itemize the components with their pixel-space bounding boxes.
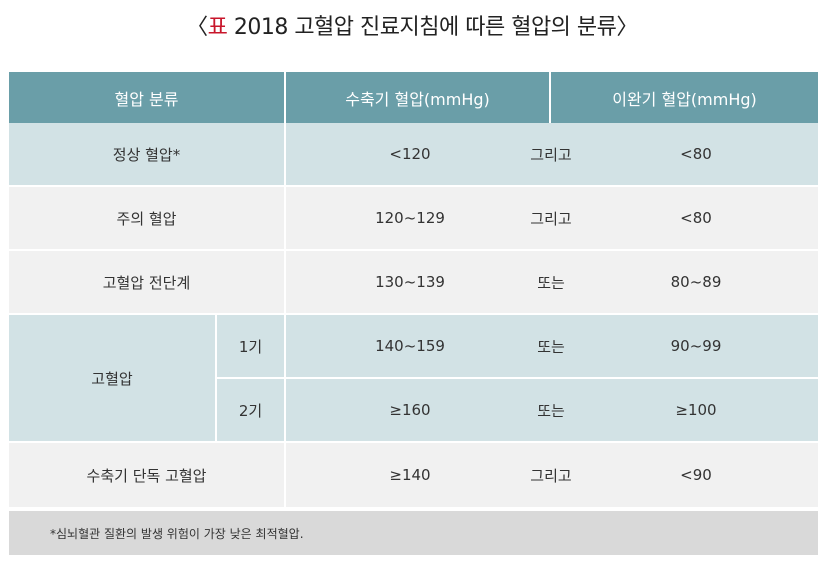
row-logic: 또는 [537, 273, 565, 292]
table-row: 1기 140~159 또는 90~99 [9, 315, 818, 377]
row-systolic: 140~159 [375, 337, 445, 355]
row-category: 주의 혈압 [116, 209, 177, 228]
caption-table-mark: 표 [207, 15, 228, 40]
row-logic: 또는 [537, 401, 565, 420]
row-logic: 그리고 [530, 145, 572, 164]
table-caption: 〈표 2018 고혈압 진료지침에 따른 혈압의 분류〉 [0, 8, 824, 48]
row-category: 고혈압 [91, 369, 133, 388]
row-systolic: ≥140 [389, 466, 431, 484]
table-footnote: *심뇌혈관 질환의 발생 위험이 가장 낮은 최적혈압. [9, 511, 818, 555]
table-header-row: 혈압 분류 수축기 혈압(mmHg) 이완기 혈압(mmHg) [9, 72, 818, 123]
row-logic: 또는 [537, 337, 565, 356]
row-stage: 1기 [238, 337, 263, 356]
column-divider [284, 443, 286, 507]
row-systolic: <120 [389, 145, 431, 163]
row-systolic: 130~139 [375, 273, 445, 291]
table-row: 고혈압 전단계 130~139 또는 80~89 [9, 251, 818, 313]
row-logic: 그리고 [530, 209, 572, 228]
header-systolic: 수축기 혈압(mmHg) [345, 89, 490, 109]
row-stage: 2기 [238, 401, 263, 420]
table-row: 주의 혈압 120~129 그리고 <80 [9, 187, 818, 249]
footnote-text: *심뇌혈관 질환의 발생 위험이 가장 낮은 최적혈압. [50, 526, 304, 541]
caption-open-bracket: 〈 [186, 15, 208, 40]
header-divider [549, 72, 551, 123]
row-diastolic: <80 [680, 145, 712, 163]
row-diastolic: 90~99 [670, 337, 722, 355]
table-row: 정상 혈압* <120 그리고 <80 [9, 123, 818, 185]
header-category: 혈압 분류 [114, 89, 179, 109]
table-row: 2기 ≥160 또는 ≥100 [9, 379, 818, 441]
row-diastolic: ≥100 [675, 401, 717, 419]
row-category: 고혈압 전단계 [102, 273, 191, 292]
hypertension-group: 고혈압 [9, 315, 818, 441]
header-divider [284, 72, 286, 123]
header-diastolic: 이완기 혈압(mmHg) [612, 89, 757, 109]
row-systolic: 120~129 [375, 209, 445, 227]
column-divider [284, 123, 286, 185]
row-divider [217, 377, 818, 379]
row-diastolic: <90 [680, 466, 712, 484]
table-row: 수축기 단독 고혈압 ≥140 그리고 <90 [9, 443, 818, 507]
row-logic: 그리고 [530, 466, 572, 485]
row-systolic: ≥160 [389, 401, 431, 419]
column-divider [215, 315, 217, 441]
caption-text: 2018 고혈압 진료지침에 따른 혈압의 분류〉 [227, 15, 639, 40]
row-category: 수축기 단독 고혈압 [86, 466, 207, 485]
row-diastolic: 80~89 [670, 273, 722, 291]
column-divider [284, 187, 286, 249]
row-diastolic: <80 [680, 209, 712, 227]
row-category: 정상 혈압* [112, 145, 181, 164]
column-divider [284, 251, 286, 313]
